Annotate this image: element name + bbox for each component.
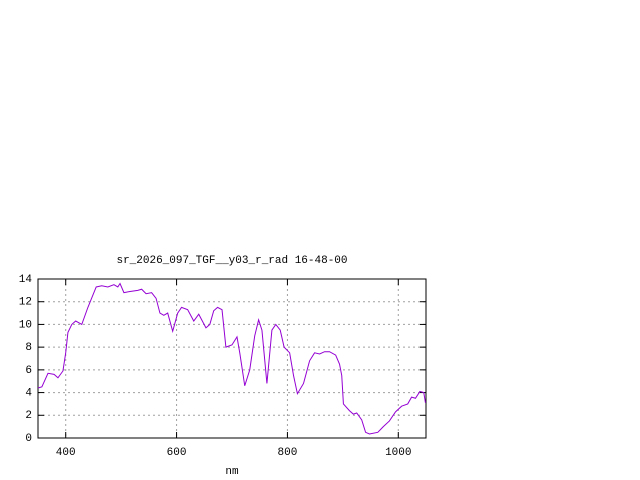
plot-border [37,278,427,439]
y-tick-label: 14 [19,274,33,286]
y-tick-label: 12 [19,297,32,309]
data-line [37,282,426,435]
y-tick-label: 0 [25,433,32,445]
y-tick-label: 10 [19,319,32,331]
y-tick-label: 4 [25,387,32,399]
y-tick-label: 6 [25,365,32,377]
x-tick-label: 600 [167,447,187,459]
x-tick-label: 400 [56,447,76,459]
y-tick-label: 2 [25,410,32,422]
y-tick-label: 8 [25,342,32,354]
x-axis-label: nm [225,466,239,478]
x-tick-label: 1000 [385,447,411,459]
x-tick-label: 800 [278,447,298,459]
chart-title: sr_2026_097_TGF__y03_r_rad 16-48-00 [116,255,347,267]
